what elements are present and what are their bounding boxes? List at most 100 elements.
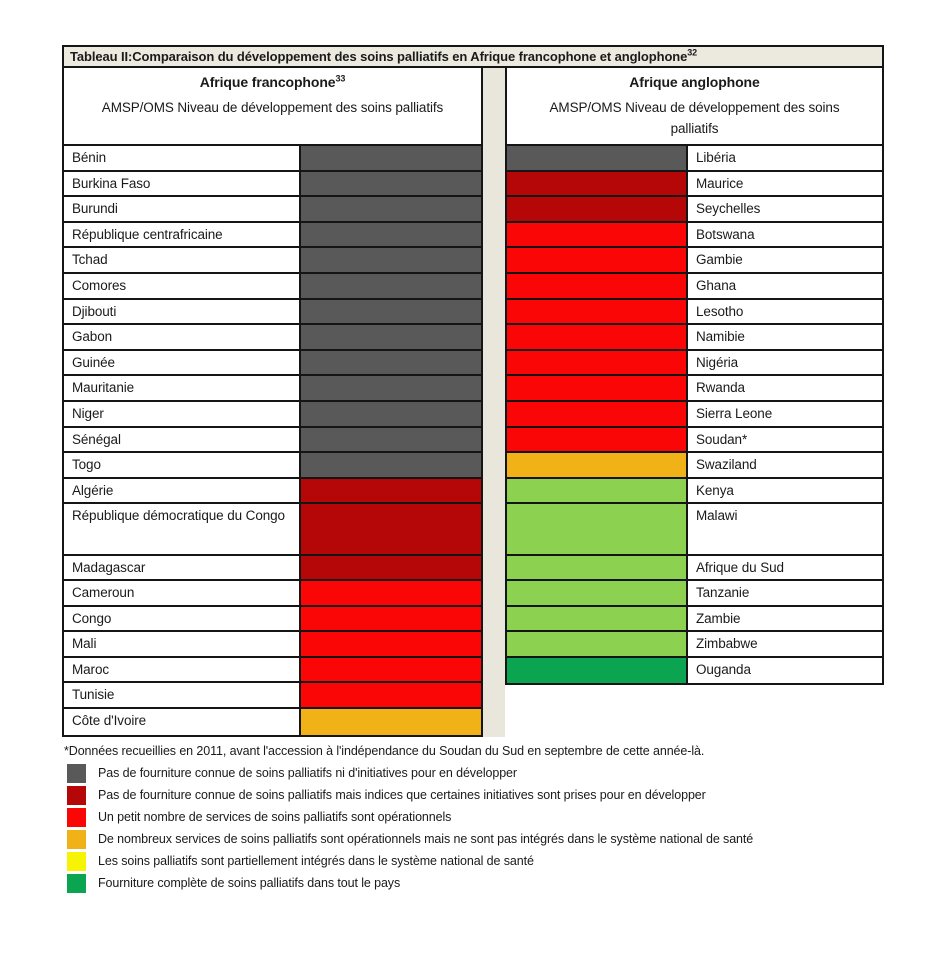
development-level-cell: [301, 581, 481, 605]
table-row: Sierra Leone: [507, 401, 882, 428]
development-level-cell: [301, 657, 481, 682]
country-name: Sénégal: [64, 427, 301, 452]
development-level-cell: [507, 350, 688, 375]
development-level-cell: [301, 401, 481, 426]
legend-item: Un petit nombre de services de soins pal…: [62, 807, 884, 830]
table-row: Afrique du Sud: [507, 555, 882, 582]
development-level-cell: [301, 376, 481, 400]
development-level-cell: [301, 453, 481, 477]
country-name: Libéria: [688, 146, 882, 170]
francophone-header-superscript: 33: [335, 73, 346, 84]
country-name: Cameroun: [64, 581, 301, 605]
country-name: Togo: [64, 453, 301, 477]
table-row: Burundi: [64, 197, 481, 223]
legend-item: Les soins palliatifs sont partiellement …: [62, 851, 884, 874]
table-row: Tanzanie: [507, 581, 882, 607]
table-row: Namibie: [507, 325, 882, 351]
legend-item: Pas de fourniture connue de soins pallia…: [62, 785, 884, 808]
francophone-header: Afrique francophone33 AMSP/OMS Niveau de…: [64, 68, 481, 146]
country-name: Soudan*: [688, 427, 882, 452]
table-row: Comores: [64, 273, 481, 300]
country-name: Maurice: [688, 171, 882, 196]
country-name: Afrique du Sud: [688, 555, 882, 580]
development-level-cell: [507, 555, 688, 580]
francophone-table: Afrique francophone33 AMSP/OMS Niveau de…: [62, 68, 483, 737]
country-name: Mauritanie: [64, 376, 301, 400]
anglophone-rows: Libéria Maurice Seychelles Botswana Gambie Gh…: [507, 146, 882, 684]
table-row: Tchad: [64, 248, 481, 274]
table-row: Mali: [64, 632, 481, 658]
country-name: Niger: [64, 401, 301, 426]
table-row: Guinée: [64, 350, 481, 377]
development-level-cell: [507, 632, 688, 656]
footnote: *Données recueillies en 2011, avant l'ac…: [64, 743, 705, 758]
country-name: République centrafricaine: [64, 222, 301, 247]
development-level-cell: [507, 606, 688, 631]
country-name: Mali: [64, 632, 301, 656]
country-name: Tanzanie: [688, 581, 882, 605]
country-name: Botswana: [688, 222, 882, 247]
country-name: République démocratique du Congo: [64, 504, 301, 554]
development-level-cell: [507, 376, 688, 400]
development-level-cell: [507, 401, 688, 426]
development-level-cell: [507, 453, 688, 477]
development-level-cell: [301, 299, 481, 324]
country-name: Kenya: [688, 478, 882, 503]
development-level-cell: [301, 709, 481, 735]
country-name: Madagascar: [64, 555, 301, 580]
legend-label: Fourniture complète de soins palliatifs …: [98, 875, 401, 890]
country-name: Côte d'Ivoire: [64, 709, 301, 735]
country-name: Maroc: [64, 657, 301, 682]
table-row: Mauritanie: [64, 376, 481, 402]
table-row: Maroc: [64, 657, 481, 684]
table-row: Nigéria: [507, 350, 882, 377]
table-row: Djibouti: [64, 299, 481, 326]
table-row: Sénégal: [64, 427, 481, 454]
development-level-cell: [507, 581, 688, 605]
country-name: Ouganda: [688, 657, 882, 684]
country-name: Gabon: [64, 325, 301, 349]
development-level-cell: [301, 325, 481, 349]
country-name: Gambie: [688, 248, 882, 272]
table-row: Gabon: [64, 325, 481, 351]
table-row: Rwanda: [507, 376, 882, 402]
table-row: Swaziland: [507, 453, 882, 479]
anglophone-table: Afrique anglophone AMSP/OMS Niveau de dé…: [505, 68, 884, 686]
country-name: Burundi: [64, 197, 301, 221]
development-level-cell: [301, 273, 481, 298]
development-level-cell: [301, 683, 481, 708]
table-row: Ouganda: [507, 657, 882, 684]
development-level-cell: [507, 504, 688, 554]
country-name: Congo: [64, 606, 301, 631]
development-level-cell: [507, 427, 688, 452]
table-row: Zambie: [507, 606, 882, 633]
development-level-cell: [301, 146, 481, 170]
legend-label: Les soins palliatifs sont partiellement …: [98, 853, 534, 868]
table-row: Libéria: [507, 146, 882, 172]
francophone-rows: Bénin Burkina Faso Burundi République centr…: [64, 146, 481, 735]
development-level-cell: [301, 222, 481, 247]
development-level-cell: [507, 657, 688, 684]
legend-color-swatch: [67, 829, 86, 849]
table-row: Botswana: [507, 222, 882, 249]
development-level-cell: [507, 222, 688, 247]
table-row: Cameroun: [64, 581, 481, 607]
country-name: Seychelles: [688, 197, 882, 221]
development-level-cell: [301, 197, 481, 221]
table-title: Tableau II:Comparaison du développement …: [62, 45, 884, 68]
table-row: Bénin: [64, 146, 481, 172]
country-name: Djibouti: [64, 299, 301, 324]
francophone-header-title: Afrique francophone33: [64, 74, 481, 90]
table-row: Togo: [64, 453, 481, 479]
country-name: Bénin: [64, 146, 301, 170]
legend: Pas de fourniture connue de soins pallia…: [62, 763, 884, 896]
country-name: Namibie: [688, 325, 882, 349]
country-name: Tunisie: [64, 683, 301, 708]
table-title-superscript: 32: [687, 47, 698, 58]
development-level-cell: [507, 171, 688, 196]
legend-color-swatch: [67, 785, 86, 805]
table-row: République centrafricaine: [64, 222, 481, 249]
country-name: Algérie: [64, 478, 301, 503]
legend-item: De nombreux services de soins palliatifs…: [62, 829, 884, 852]
francophone-header-subtitle: AMSP/OMS Niveau de développement des soi…: [101, 100, 444, 115]
